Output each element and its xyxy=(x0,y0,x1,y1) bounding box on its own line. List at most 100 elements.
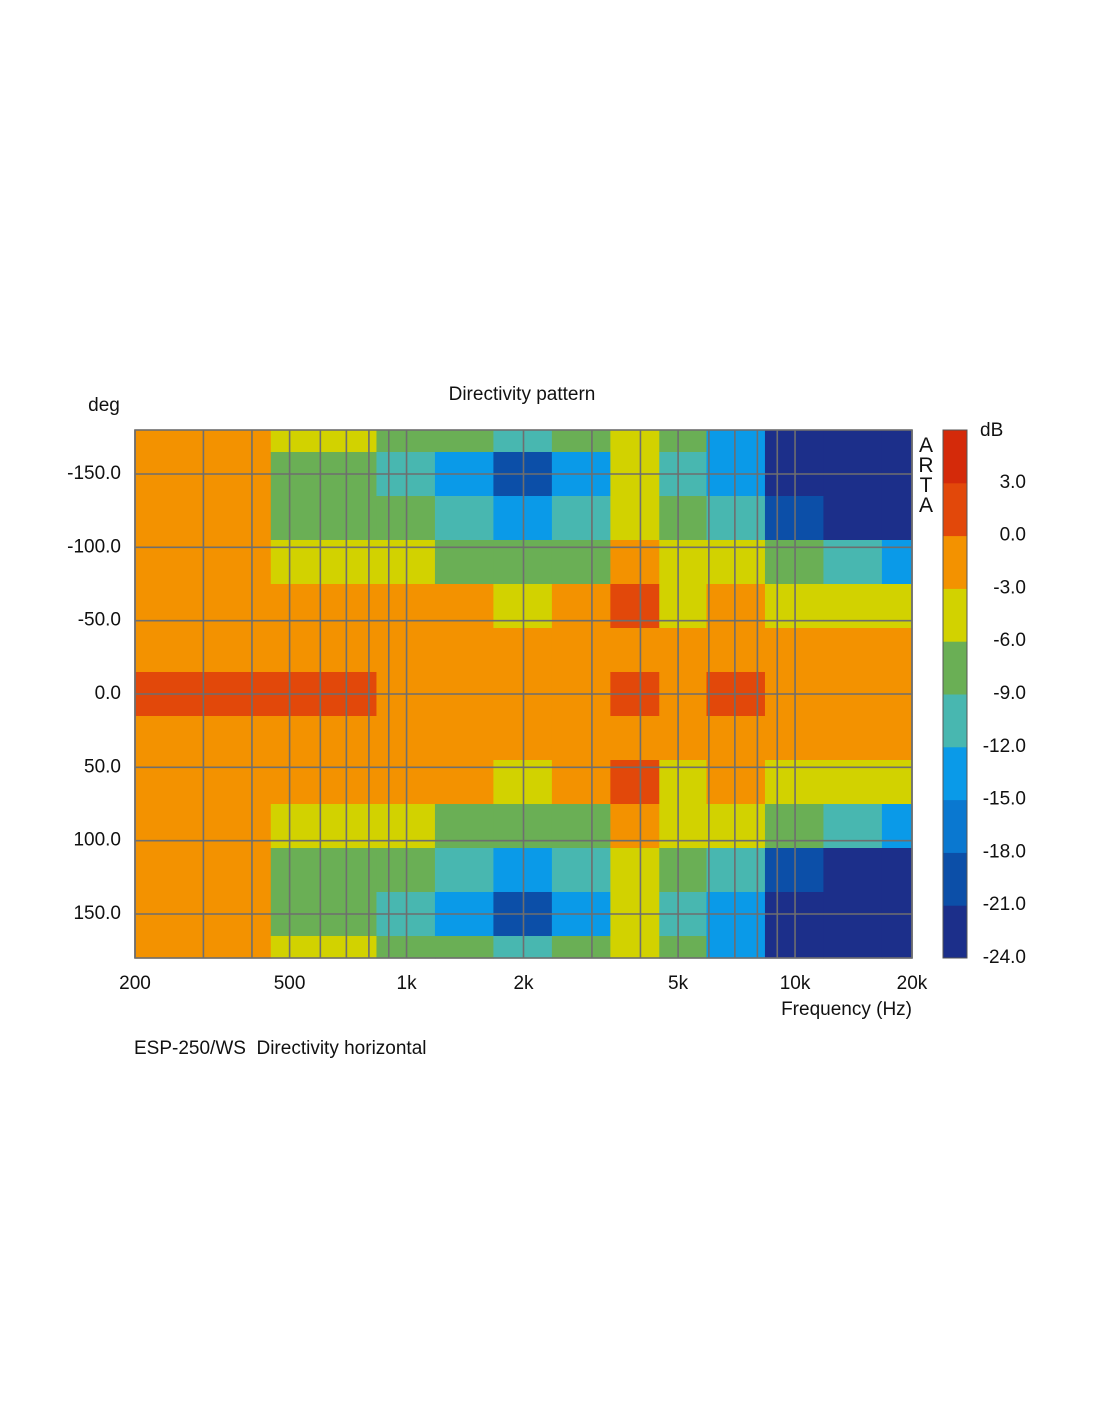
heat-cell xyxy=(227,496,272,541)
heat-cell xyxy=(434,628,495,673)
heat-cell xyxy=(659,584,708,629)
heat-cell xyxy=(551,716,611,761)
y-axis-label: deg xyxy=(88,395,120,416)
y-tick-label: 50.0 xyxy=(84,756,121,777)
colorbar-tick-label: -6.0 xyxy=(993,630,1026,651)
colorbar-band xyxy=(943,535,967,589)
x-tick-label: 2k xyxy=(513,973,534,994)
heat-cell xyxy=(551,430,611,453)
heat-cell xyxy=(270,716,319,761)
heat-cell xyxy=(823,628,883,673)
heat-cell xyxy=(706,430,766,453)
heat-cell xyxy=(551,628,611,673)
colorbar-band xyxy=(943,588,967,642)
y-tick-label: 150.0 xyxy=(73,903,121,924)
colorbar-frame xyxy=(942,429,968,959)
heat-cell xyxy=(169,848,229,893)
x-tick-label: 5k xyxy=(668,973,689,994)
heat-cell xyxy=(823,848,883,893)
colorbar-band xyxy=(943,641,967,695)
colorbar-tick-label: -18.0 xyxy=(983,841,1026,862)
heat-cell xyxy=(551,584,611,629)
heat-cell xyxy=(135,430,170,453)
y-tick-label: 100.0 xyxy=(73,830,121,851)
plot-frame xyxy=(134,429,913,959)
heat-cell xyxy=(610,716,660,761)
heat-cell xyxy=(227,936,272,959)
heat-cell xyxy=(317,628,378,673)
heat-cell xyxy=(881,716,913,761)
heat-cell xyxy=(270,584,319,629)
x-tick-label: 10k xyxy=(780,973,811,994)
heat-cell xyxy=(659,716,708,761)
heat-cell xyxy=(706,628,766,673)
heat-cell xyxy=(169,430,229,453)
colorbar-band xyxy=(943,694,967,748)
heat-cell xyxy=(135,496,170,541)
heat-cell xyxy=(227,584,272,629)
x-tick-label: 200 xyxy=(119,973,151,994)
heat-cell xyxy=(610,628,660,673)
heat-cell xyxy=(551,804,611,849)
heat-cell xyxy=(227,430,272,453)
heat-cell xyxy=(823,584,883,629)
heat-cell xyxy=(270,496,319,541)
x-tick-label: 500 xyxy=(274,973,306,994)
heat-cell xyxy=(434,804,495,849)
y-tick-label: -150.0 xyxy=(67,463,121,484)
heat-cell xyxy=(659,430,708,453)
heat-cell xyxy=(434,584,495,629)
heat-cell xyxy=(823,716,883,761)
heat-cell xyxy=(227,804,272,849)
heat-cell xyxy=(706,936,766,959)
heat-cell xyxy=(659,936,708,959)
heat-cell xyxy=(227,716,272,761)
colorbar-tick-label: 3.0 xyxy=(1000,472,1026,493)
colorbar-tick-label: 0.0 xyxy=(1000,525,1026,546)
chart-title: Directivity pattern xyxy=(449,384,596,405)
heat-cell xyxy=(551,936,611,959)
colorbar-band xyxy=(943,746,967,801)
heat-cell xyxy=(881,584,913,629)
colorbar-band xyxy=(943,430,967,484)
heat-cell xyxy=(659,848,708,893)
heat-cell xyxy=(706,848,766,893)
colorbar-band xyxy=(943,852,967,906)
colorbar-band xyxy=(943,799,967,853)
watermark: ARTA xyxy=(915,434,938,514)
heat-cell xyxy=(881,628,913,673)
colorbar-band xyxy=(943,905,967,959)
x-tick-label: 20k xyxy=(897,973,928,994)
heat-cell xyxy=(706,716,766,761)
heat-cell xyxy=(434,936,495,959)
grid xyxy=(134,430,913,958)
heat-cell xyxy=(823,496,883,541)
heat-cell xyxy=(823,430,883,453)
heat-cell xyxy=(823,936,883,959)
colorbar-tick-label: -24.0 xyxy=(983,947,1026,968)
heat-cell xyxy=(706,496,766,541)
heat-cell xyxy=(135,848,170,893)
x-axis-label: Frequency (Hz) xyxy=(781,999,912,1020)
heat-cell xyxy=(610,584,660,629)
colorbar-tick-label: -15.0 xyxy=(983,789,1026,810)
heat-cell xyxy=(659,496,708,541)
heat-cell xyxy=(610,430,660,453)
heat-cell xyxy=(317,716,378,761)
heat-cell xyxy=(610,804,660,849)
heat-cell xyxy=(434,716,495,761)
heat-cell xyxy=(270,848,319,893)
heat-cell xyxy=(135,584,170,629)
heat-cell xyxy=(434,848,495,893)
heat-cell xyxy=(135,804,170,849)
heat-cell xyxy=(881,496,913,541)
heat-cell xyxy=(551,848,611,893)
heat-cell xyxy=(881,936,913,959)
heat-cell xyxy=(659,804,708,849)
heat-cell xyxy=(823,804,883,849)
heat-cell xyxy=(317,430,378,453)
heat-cell xyxy=(551,496,611,541)
heat-cell xyxy=(135,716,170,761)
heat-cell xyxy=(169,584,229,629)
